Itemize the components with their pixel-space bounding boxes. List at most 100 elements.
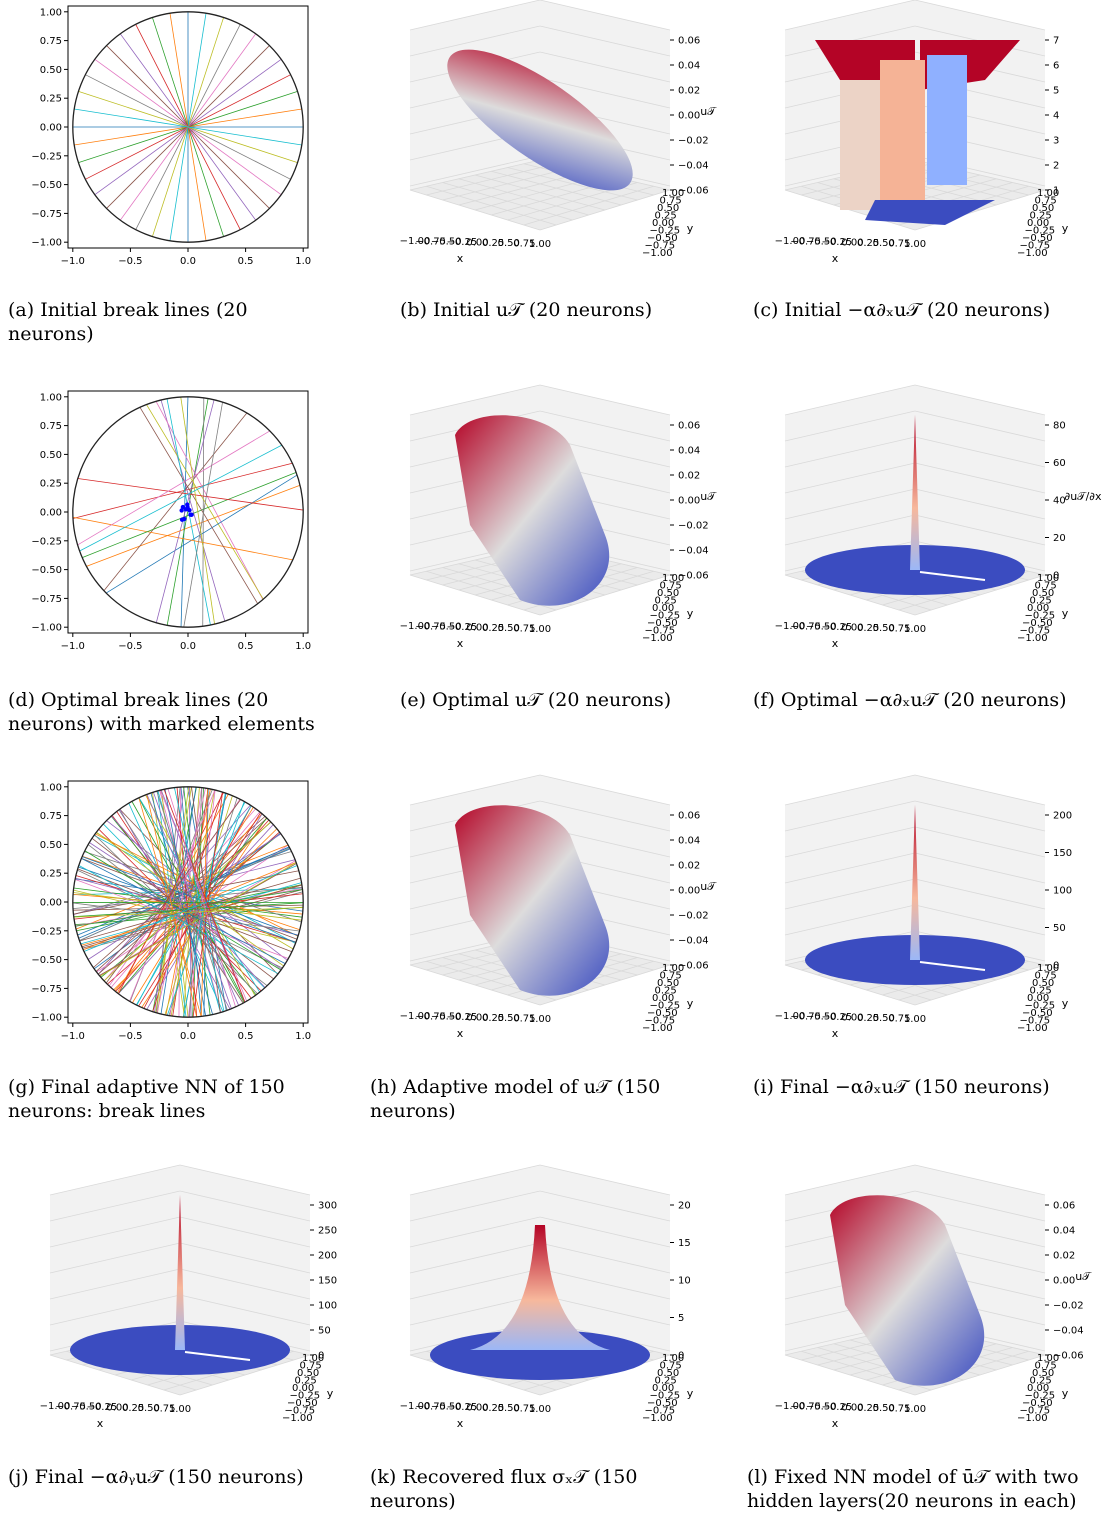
z-tick-label: 0.06 xyxy=(1053,1201,1075,1212)
z-tick-label: 250 xyxy=(318,1226,337,1237)
grid-line xyxy=(914,1354,1046,1396)
break-line xyxy=(103,412,248,591)
grid-line xyxy=(179,1354,311,1396)
z-tick-label: 0 xyxy=(318,1351,324,1362)
z-tick-label: −0.06 xyxy=(678,571,709,582)
grid-line xyxy=(49,1164,181,1196)
break-line xyxy=(180,396,215,625)
x-tick-label: 0.25 xyxy=(857,238,879,249)
y-axis-label: y xyxy=(1062,997,1069,1010)
grid-line xyxy=(784,488,916,520)
y-tick-label: −0.75 xyxy=(1020,626,1051,637)
y-tick-label: 0.00 xyxy=(1027,218,1049,229)
break-line xyxy=(73,893,303,915)
break-line xyxy=(118,792,224,994)
x-tick-label: 0.25 xyxy=(482,623,504,634)
break-line xyxy=(77,430,271,546)
z-tick-label: 0.02 xyxy=(678,86,700,97)
y-axis-label: y xyxy=(1062,607,1069,620)
x-tick-label: 0.75 xyxy=(513,238,535,249)
grid-line xyxy=(539,1190,671,1222)
spike xyxy=(175,1195,185,1350)
z-tick-label: −0.04 xyxy=(1053,1326,1084,1337)
break-line xyxy=(160,789,246,1003)
grid-line xyxy=(539,1164,671,1196)
y-tick-label: 0.50 xyxy=(657,978,679,989)
y-tick-label: 0.25 xyxy=(40,94,62,105)
x-tick-label: 0.75 xyxy=(888,1013,910,1024)
x-tick-label: 1.0 xyxy=(295,256,311,267)
x-tick-label: 0.25 xyxy=(482,1403,504,1414)
y-tick-label: −1.00 xyxy=(642,1023,673,1034)
y-tick-label: 0.50 xyxy=(40,840,62,851)
grid-line xyxy=(914,800,1046,832)
y-tick-label: 0.25 xyxy=(655,1376,677,1387)
grid-line xyxy=(49,1242,181,1274)
z-tick-label: 0.00 xyxy=(1053,1276,1075,1287)
x-axis-label: x xyxy=(97,1417,104,1430)
grid-line xyxy=(539,800,671,832)
y-tick-label: 0.50 xyxy=(1032,588,1054,599)
y-tick-label: 0.50 xyxy=(657,588,679,599)
x-tick-label: 0.75 xyxy=(153,1403,175,1414)
y-tick-label: −0.25 xyxy=(31,151,62,162)
y-tick-label: −0.75 xyxy=(645,241,676,252)
grid-line xyxy=(784,774,916,806)
x-tick-label: 1.0 xyxy=(295,1031,311,1042)
x-tick-label: 1.00 xyxy=(904,624,926,635)
break-line xyxy=(146,794,240,1006)
marked-element xyxy=(180,504,186,510)
x-tick-label: −1.0 xyxy=(61,256,85,267)
z-tick-label: 0.04 xyxy=(678,836,700,847)
z-tick-label: 0.00 xyxy=(678,886,700,897)
y-tick-label: 0.50 xyxy=(1032,203,1054,214)
grid-line xyxy=(409,1164,541,1196)
z-tick-label: 0.06 xyxy=(678,421,700,432)
break-line xyxy=(73,907,304,918)
y-tick-label: 1.00 xyxy=(1037,188,1059,199)
grid-line xyxy=(179,1294,311,1326)
x-tick-label: 0.25 xyxy=(857,1013,879,1024)
grid-line xyxy=(914,904,1046,936)
z-tick-label: 5 xyxy=(678,1313,684,1324)
y-tick-label: 1.00 xyxy=(662,963,684,974)
surface xyxy=(880,60,925,220)
y-tick-label: −0.50 xyxy=(1022,1398,1053,1409)
break-line xyxy=(174,787,225,1012)
z-tick-label: 100 xyxy=(318,1301,337,1312)
x-tick-label: 0.0 xyxy=(180,1031,196,1042)
surface xyxy=(830,1195,985,1386)
grid-line xyxy=(539,189,671,231)
y-tick-label: −1.00 xyxy=(31,623,62,634)
y-tick-label: 0.00 xyxy=(1027,603,1049,614)
y-tick-label: 0.75 xyxy=(40,811,62,822)
x-tick-label: −0.50 xyxy=(431,622,462,633)
y-tick-label: 1.00 xyxy=(1037,1353,1059,1364)
grid-line xyxy=(179,1216,311,1248)
y-tick-label: −0.50 xyxy=(287,1398,318,1409)
z-tick-label: 2 xyxy=(1053,161,1059,172)
y-tick-label: −0.75 xyxy=(1020,1406,1051,1417)
break-line xyxy=(160,399,226,622)
marked-element xyxy=(188,512,193,517)
grid-line xyxy=(914,384,1046,416)
x-tick-label: 0.00 xyxy=(466,1402,488,1413)
x-tick-label: −0.75 xyxy=(415,1401,446,1412)
grid-line xyxy=(914,488,1046,520)
x-tick-label: 0.50 xyxy=(498,1013,520,1024)
y-tick-label: 1.00 xyxy=(40,392,62,403)
y-tick-label: 0.75 xyxy=(660,971,682,982)
break-line xyxy=(89,842,282,970)
caption-i: (i) Final −α∂ₓu𝒯 (150 neurons) xyxy=(753,1076,1050,1098)
break-line xyxy=(103,821,271,982)
x-tick-label: 1.00 xyxy=(904,239,926,250)
y-tick-label: −0.75 xyxy=(645,626,676,637)
y-tick-label: −1.00 xyxy=(642,1413,673,1424)
z-tick-label: −0.06 xyxy=(678,186,709,197)
z-tick-label: 4 xyxy=(1053,111,1059,122)
grid-line xyxy=(914,574,1046,616)
caption-e: (e) Optimal u𝒯 (20 neurons) xyxy=(400,689,672,711)
x-tick-label: 0.00 xyxy=(466,622,488,633)
z-tick-label: 80 xyxy=(1053,421,1066,432)
marked-element xyxy=(182,516,187,522)
